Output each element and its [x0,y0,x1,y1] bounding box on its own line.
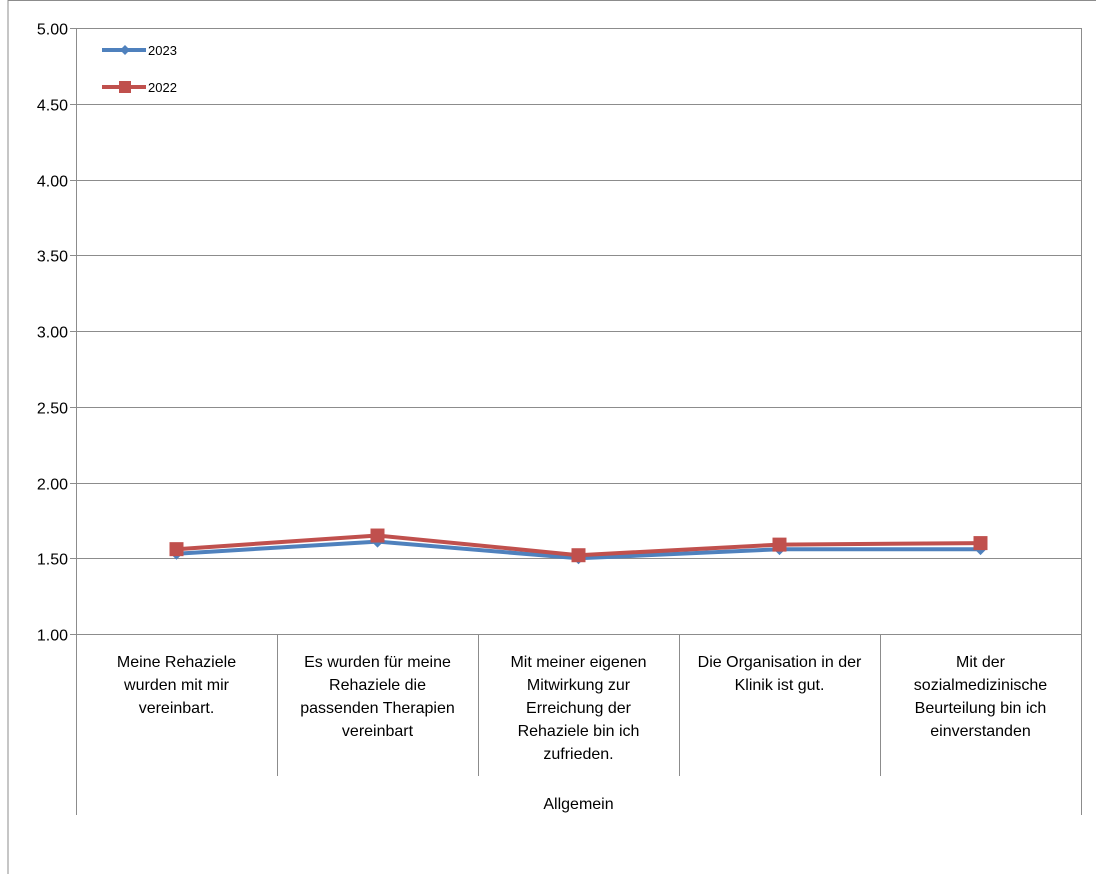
x-category-label: Die Organisation in der Klinik ist gut. [698,654,862,694]
point-marker-2022 [772,537,787,552]
point-marker-2022 [571,548,586,563]
y-tick-label: 4.50 [37,98,68,115]
legend-marker-2023 [120,45,130,55]
legend-label-2022: 2022 [148,80,177,95]
x-category-label: Meine Rehaziele wurden mit mir vereinbart. [117,654,236,717]
legend-marker-2022 [119,81,131,93]
x-axis-categories: Meine Rehaziele wurden mit mir vereinbart.… [117,654,1047,813]
y-tick-label: 2.00 [37,477,68,494]
y-tick-label: 4.00 [37,174,68,191]
legend-label-2023: 2023 [148,43,177,58]
x-category-label: Mit der sozialmedizinische Beurteilung bin… [914,654,1047,740]
point-marker-2022 [169,542,184,557]
y-tick-label: 1.50 [37,552,68,569]
point-marker-2022 [370,528,385,543]
y-axis-ticks: 5.00 4.50 4.00 3.50 3.00 2.50 2.00 1.50 1.00 [37,22,68,645]
axes [7,0,1096,874]
x-category-label: Mit meiner eigenen Mitwirkung zur Erreichu… [510,654,646,763]
y-tick-label: 3.50 [37,249,68,266]
x-category-label: Es wurden für meine Rehaziele die passende… [300,654,455,740]
series-lines [169,528,988,565]
point-marker-2022 [973,536,988,551]
legend: 2023 2022 [102,43,177,95]
x-group-label: Allgemein [543,796,613,813]
y-tick-label: 3.00 [37,325,68,342]
y-tick-label: 1.00 [37,628,68,645]
y-tick-label: 5.00 [37,22,68,39]
y-tick-label: 2.50 [37,401,68,418]
gridlines [70,28,1081,635]
